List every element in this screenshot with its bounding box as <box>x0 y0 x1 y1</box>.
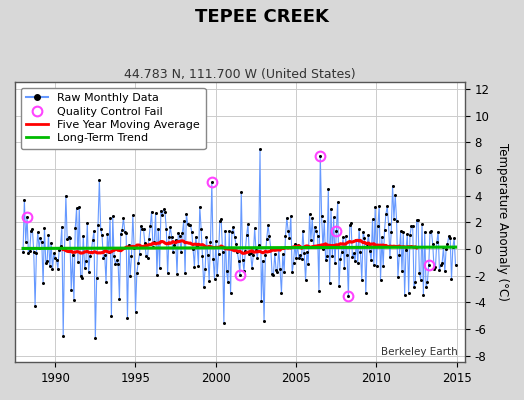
Legend: Raw Monthly Data, Quality Control Fail, Five Year Moving Average, Long-Term Tren: Raw Monthly Data, Quality Control Fail, … <box>20 88 205 149</box>
Title: 44.783 N, 111.700 W (United States): 44.783 N, 111.700 W (United States) <box>124 68 356 81</box>
Text: TEPEE CREEK: TEPEE CREEK <box>195 8 329 26</box>
Text: Berkeley Earth: Berkeley Earth <box>381 347 458 357</box>
Y-axis label: Temperature Anomaly (°C): Temperature Anomaly (°C) <box>496 143 509 301</box>
